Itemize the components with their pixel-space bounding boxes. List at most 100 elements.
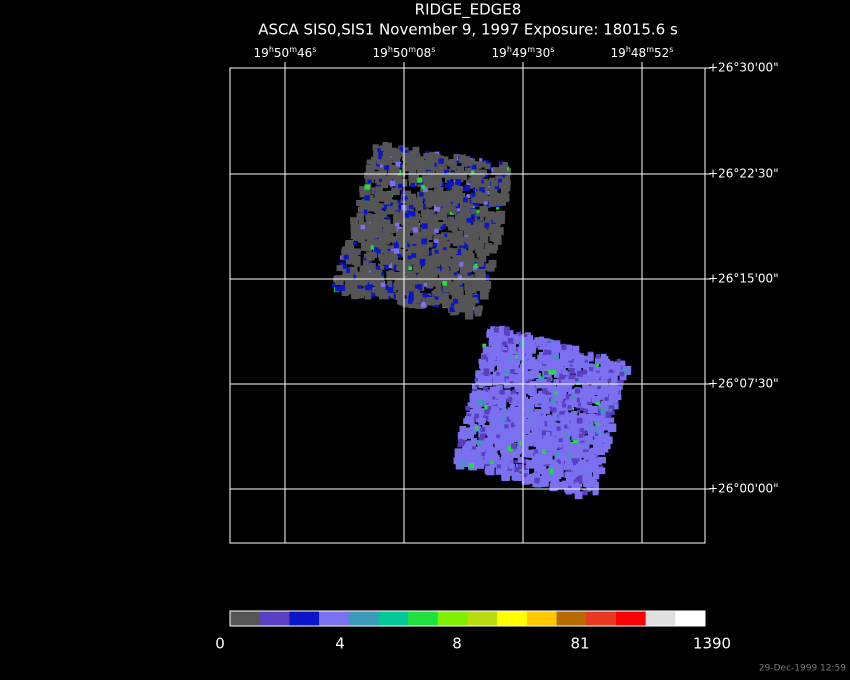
image-pixel	[341, 274, 348, 281]
colorbar-swatch	[408, 611, 439, 626]
image-pixel	[441, 224, 446, 229]
image-pixel	[362, 280, 369, 287]
image-pixel	[335, 277, 344, 286]
image-pixel	[555, 432, 564, 441]
colorbar-swatch	[556, 611, 587, 626]
image-pixel	[484, 222, 490, 228]
image-pixel	[459, 222, 468, 231]
image-pixel	[499, 397, 506, 403]
image-pixel	[608, 367, 615, 374]
image-pixel	[496, 197, 506, 206]
image-pixel	[421, 185, 425, 189]
image-pixel	[475, 310, 482, 317]
image-pixel	[483, 200, 488, 205]
image-pixel	[547, 437, 553, 444]
image-pixel	[481, 441, 488, 448]
image-pixel	[526, 459, 535, 469]
colorbar-swatch	[378, 611, 409, 626]
image-pixel	[390, 292, 397, 299]
image-pixel	[473, 404, 481, 412]
image-pixel	[582, 393, 588, 399]
image-pixel	[447, 232, 453, 238]
image-pixel	[379, 281, 386, 287]
image-pixel	[542, 355, 550, 363]
image-pixel	[393, 244, 399, 249]
image-pixel	[471, 164, 477, 170]
image-pixel	[529, 396, 538, 405]
image-pixel	[435, 256, 444, 265]
image-pixel	[554, 417, 558, 421]
image-pixel	[581, 400, 589, 408]
image-pixel	[470, 393, 478, 401]
image-pixel	[514, 460, 518, 464]
image-pixel	[356, 271, 365, 280]
image-pixel	[591, 395, 600, 404]
image-pixel	[381, 194, 389, 202]
image-pixel	[483, 280, 492, 289]
image-pixel	[585, 431, 589, 435]
image-pixel	[468, 443, 475, 449]
image-pixel	[461, 276, 469, 284]
image-pixel	[547, 468, 554, 474]
image-pixel	[484, 404, 490, 410]
image-pixel	[373, 171, 381, 179]
coordinate-grid: 19h50m46s 19h50m08s 19h49m30s 19h48m52s +26°…	[230, 45, 779, 543]
image-pixel	[362, 257, 372, 266]
image-pixel	[408, 161, 417, 170]
image-pixel	[507, 339, 512, 344]
image-pixel	[440, 226, 444, 230]
image-pixel	[570, 425, 580, 434]
image-field	[332, 142, 632, 500]
image-pixel	[485, 389, 494, 399]
image-pixel	[582, 384, 589, 392]
image-pixel	[384, 265, 389, 270]
image-pixel	[554, 452, 559, 457]
image-pixel	[523, 473, 528, 478]
image-pixel	[435, 285, 442, 292]
image-pixel	[554, 366, 560, 372]
image-pixel	[570, 350, 580, 360]
image-pixel	[490, 360, 496, 367]
image-pixel	[452, 182, 459, 189]
image-pixel	[477, 399, 484, 406]
image-pixel	[378, 284, 387, 292]
image-pixel	[447, 180, 453, 186]
image-pixel	[546, 377, 552, 382]
image-pixel	[450, 160, 457, 167]
image-pixel	[400, 198, 406, 204]
image-pixel	[410, 182, 415, 188]
image-pixel	[484, 409, 490, 415]
image-pixel	[478, 254, 487, 263]
image-pixel	[534, 364, 541, 370]
dec-label: +26°22'30"	[708, 167, 779, 181]
image-pixel	[478, 463, 485, 469]
image-pixel	[596, 446, 606, 455]
image-pixel	[521, 451, 528, 458]
image-pixel	[426, 218, 433, 224]
image-pixel	[362, 269, 368, 276]
image-pixel	[364, 232, 372, 240]
image-pixel	[467, 402, 474, 409]
image-pixel	[421, 175, 428, 182]
image-pixel	[458, 304, 467, 312]
image-pixel	[465, 309, 473, 317]
image-pixel	[409, 204, 415, 211]
image-pixel	[609, 372, 618, 382]
image-pixel	[488, 181, 497, 190]
image-pixel	[549, 474, 553, 478]
image-pixel	[468, 463, 475, 469]
image-pixel	[550, 475, 560, 485]
image-pixel	[483, 173, 488, 178]
image-pixel	[595, 363, 600, 367]
image-pixel	[367, 202, 377, 212]
image-pixel	[445, 183, 450, 188]
image-pixel	[350, 253, 358, 261]
image-pixel	[456, 208, 460, 212]
image-pixel	[476, 213, 483, 219]
image-pixel	[440, 242, 446, 248]
image-pixel	[604, 397, 608, 401]
image-pixel	[420, 272, 426, 278]
image-pixel	[368, 223, 377, 232]
image-pixel	[342, 246, 351, 255]
